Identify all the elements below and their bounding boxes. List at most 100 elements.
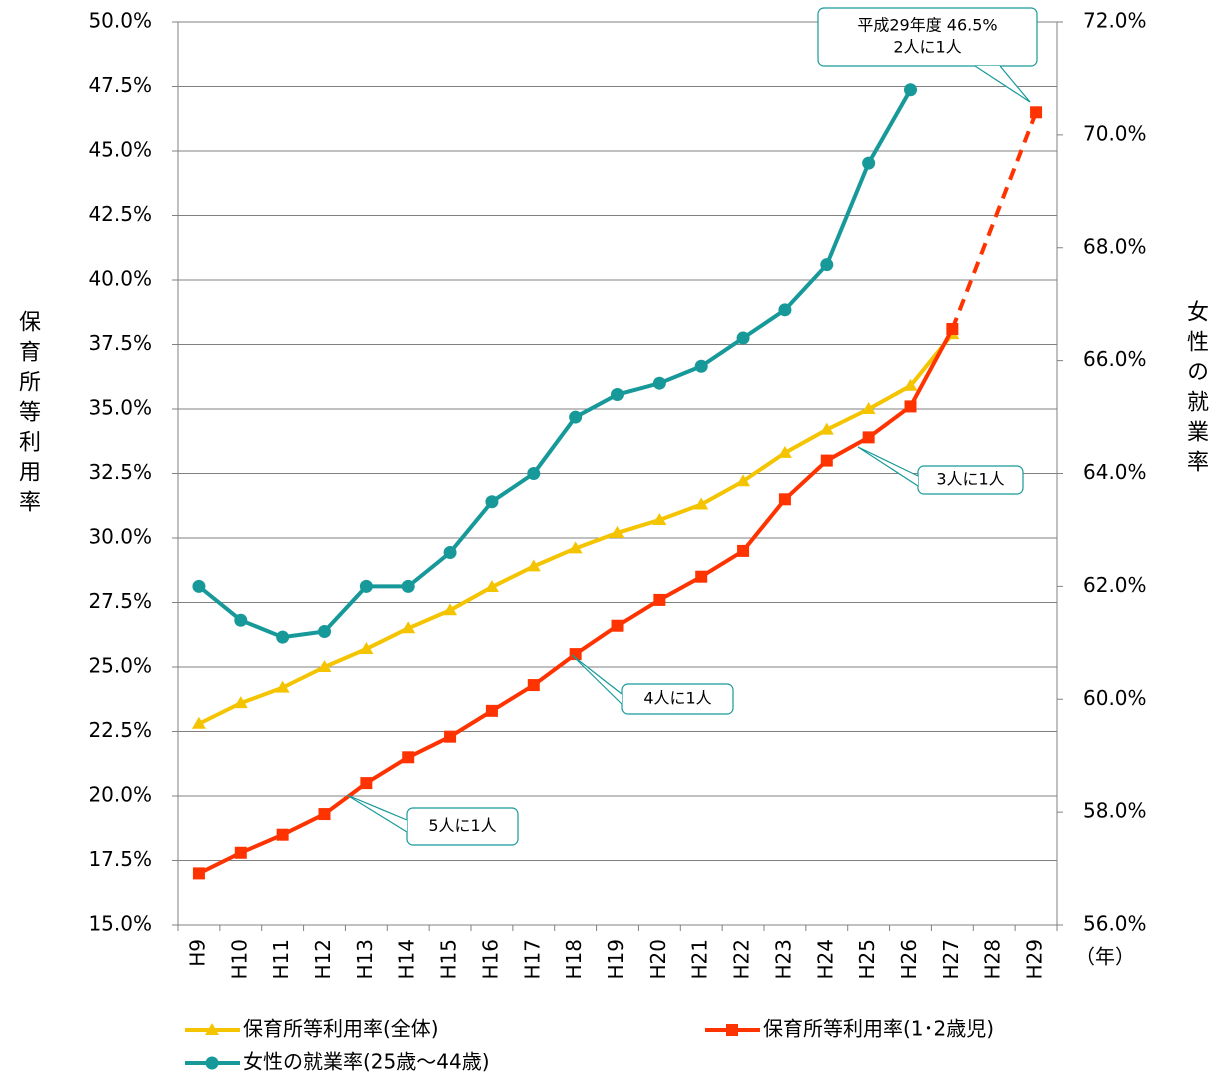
y2-tick-label: 72.0% (1083, 9, 1147, 33)
x-tick-label: H18 (562, 939, 586, 980)
marker (485, 704, 498, 717)
series-line (198, 332, 954, 726)
annotation-text: 4人に1人 (643, 689, 711, 708)
y-tick-label: 50.0% (88, 9, 152, 33)
y-tick-label: 45.0% (88, 138, 152, 162)
marker (276, 828, 289, 841)
y2-tick-label: 56.0% (1083, 912, 1147, 936)
marker (736, 331, 750, 345)
marker (569, 648, 582, 661)
legend-label: 女性の就業率(25歳～44歳) (243, 1050, 490, 1074)
marker (233, 696, 248, 709)
marker (652, 512, 667, 525)
marker (778, 303, 792, 317)
x-tick-label: H29 (1023, 939, 1047, 980)
y-tick-label: 30.0% (88, 525, 152, 549)
marker (611, 619, 624, 632)
y-tick-label: 42.5% (88, 202, 152, 226)
y2-tick-label: 60.0% (1083, 686, 1147, 710)
marker (484, 580, 499, 593)
annotation-text: 3人に1人 (936, 470, 1004, 489)
marker (318, 808, 331, 821)
marker (485, 495, 499, 509)
x-tick-label: H25 (855, 939, 879, 980)
y2-axis-label: 女性の就業率 (1183, 300, 1209, 480)
y-tick-label: 40.0% (88, 267, 152, 291)
annotation: 4人に1人 (571, 654, 734, 715)
marker (777, 445, 792, 458)
marker (443, 546, 457, 560)
x-tick-label: H23 (771, 939, 795, 980)
y2-tick-label: 70.0% (1083, 121, 1147, 145)
y2-tick-label: 66.0% (1083, 347, 1147, 371)
x-tick-label: H17 (520, 939, 544, 980)
x-tick-label: H9 (185, 939, 209, 967)
y-axis-label: 保育所等利用率 (15, 310, 41, 520)
x-tick-label: H24 (813, 939, 837, 980)
marker (569, 410, 583, 424)
marker (652, 376, 666, 390)
x-tick-label: H12 (311, 939, 335, 980)
x-tick-label: H28 (981, 939, 1005, 980)
marker (611, 387, 624, 401)
marker (694, 497, 709, 510)
x-tick-label: H26 (897, 939, 921, 980)
marker (317, 660, 332, 672)
marker (653, 593, 666, 606)
y2-tick-label: 58.0% (1083, 799, 1147, 823)
annotation-text: 5人に1人 (428, 816, 496, 835)
x-unit-label: （年） (1075, 945, 1135, 969)
marker (359, 579, 373, 593)
y-tick-label: 27.5% (88, 589, 152, 613)
y-tick-label: 17.5% (88, 847, 152, 871)
x-tick-label: H27 (939, 939, 963, 980)
y2-tick-label: 68.0% (1083, 234, 1147, 258)
y-tick-label: 37.5% (88, 331, 152, 355)
x-tick-label: H19 (604, 939, 628, 980)
marker (360, 777, 373, 790)
annotation: 平成29年度 46.5% 2人に1人 (817, 7, 1038, 103)
marker (527, 679, 540, 692)
marker (610, 525, 625, 538)
marker (862, 156, 876, 170)
annotation-text: 平成29年度 46.5% (857, 16, 997, 35)
series-line (199, 112, 1036, 873)
legend-label: 保育所等利用率(全体) (243, 1017, 439, 1041)
marker (192, 867, 205, 880)
marker (443, 603, 458, 616)
series-line (197, 88, 913, 640)
x-tick-label: H16 (478, 939, 502, 980)
marker (736, 474, 751, 487)
x-tick-label: H10 (227, 939, 251, 980)
marker (568, 541, 583, 554)
marker (444, 730, 457, 743)
marker (205, 1056, 219, 1070)
marker (191, 716, 206, 729)
y-tick-label: 22.5% (88, 718, 152, 742)
x-tick-label: H15 (437, 939, 461, 980)
marker (862, 431, 875, 444)
annotation-pointer (857, 446, 919, 487)
marker (402, 751, 415, 764)
y2-tick-label: 64.0% (1083, 460, 1147, 484)
annotation-pointer (346, 794, 408, 833)
marker (192, 579, 206, 593)
legend-label: 保育所等利用率(1･2歳児) (763, 1017, 994, 1041)
annotation-pointer (571, 654, 623, 705)
marker (737, 544, 750, 557)
y-tick-label: 32.5% (88, 460, 152, 484)
marker (695, 570, 708, 583)
marker (694, 359, 708, 373)
y-tick-label: 47.5% (88, 73, 152, 97)
marker (401, 579, 415, 593)
marker (401, 621, 416, 634)
marker (946, 323, 959, 336)
x-tick-label: H13 (353, 939, 377, 980)
annotation: 3人に1人 (857, 446, 1024, 495)
marker (527, 467, 541, 480)
marker (778, 493, 791, 506)
marker (205, 1023, 219, 1035)
marker (275, 680, 290, 693)
marker (359, 641, 374, 654)
